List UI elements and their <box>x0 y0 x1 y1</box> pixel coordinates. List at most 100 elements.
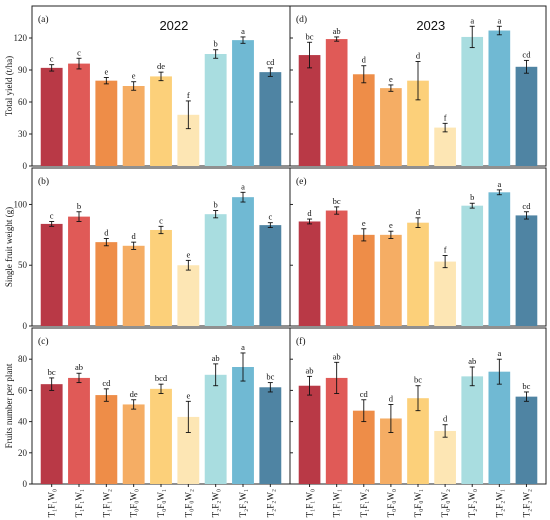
bar <box>40 384 63 484</box>
significance-letter: a <box>241 181 245 191</box>
bar <box>352 234 375 326</box>
panel-label: (a) <box>38 14 49 25</box>
x-tick-label: T₂F₂W₀ <box>467 489 477 517</box>
x-tick-label: T₁F₁W₀ <box>305 489 315 517</box>
panel-label: (e) <box>296 176 307 187</box>
significance-letter: c <box>77 47 81 57</box>
significance-letter: f <box>444 245 447 255</box>
bar <box>298 55 321 166</box>
bar <box>177 265 200 326</box>
significance-letter: c <box>268 212 272 222</box>
significance-letter: d <box>416 207 421 217</box>
significance-letter: c <box>159 215 163 225</box>
significance-letter: d <box>307 208 312 218</box>
significance-letter: ab <box>468 356 476 366</box>
significance-letter: e <box>104 66 108 76</box>
bar <box>515 396 538 484</box>
significance-letter: e <box>389 74 393 84</box>
significance-letter: cd <box>360 389 369 399</box>
significance-letter: cd <box>266 57 275 67</box>
bar <box>325 39 348 166</box>
x-tick-label: T₂F₂W₁ <box>494 489 504 517</box>
significance-letter: c <box>50 54 54 64</box>
bar <box>204 374 227 484</box>
bar <box>95 395 118 484</box>
x-tick-label: T₀F₀W₀ <box>129 489 139 517</box>
significance-letter: f <box>444 112 447 122</box>
significance-letter: d <box>443 414 448 424</box>
bar <box>259 225 282 326</box>
y-tick-label: 60 <box>18 97 28 107</box>
panel-label: (b) <box>38 176 49 187</box>
bar <box>150 76 172 166</box>
significance-letter: e <box>389 220 393 230</box>
significance-letter: cd <box>102 378 111 388</box>
bar <box>204 54 227 166</box>
x-tick-label: T₁F₁W₀ <box>47 489 57 517</box>
significance-letter: bc <box>306 31 314 41</box>
significance-letter: bc <box>48 367 56 377</box>
bar <box>259 387 282 484</box>
bar <box>325 210 348 326</box>
bar <box>380 418 402 484</box>
bar <box>204 214 227 326</box>
x-tick-label: T₀F₀W₀ <box>386 489 396 517</box>
bar <box>68 216 90 326</box>
significance-letter: de <box>130 389 138 399</box>
significance-letter: e <box>186 249 190 259</box>
bar <box>515 215 538 326</box>
x-tick-label: T₂F₂W₁ <box>238 489 248 517</box>
significance-letter: b <box>77 201 81 211</box>
significance-letter: bc <box>266 372 274 382</box>
significance-letter: c <box>50 210 54 220</box>
bar <box>95 242 118 326</box>
bar <box>407 398 429 484</box>
x-tick-label: T₁F₁W₁ <box>332 489 342 517</box>
year-label: 2022 <box>159 18 188 33</box>
significance-letter: ab <box>75 362 83 372</box>
y-tick-label: 0 <box>23 161 28 171</box>
panel-label: (c) <box>38 336 49 347</box>
bar <box>259 72 282 166</box>
bar <box>298 385 321 484</box>
y-axis-label: Fruits number per plant <box>4 363 14 448</box>
panel-label: (d) <box>296 14 307 25</box>
significance-letter: bc <box>414 375 422 385</box>
year-label: 2023 <box>416 18 445 33</box>
bar <box>40 67 63 166</box>
significance-letter: d <box>132 231 137 241</box>
panel-f: (f) ab T₁F₁W₀ ab T₁F₁W₁ cd T₁F₁W₂ d T₀F₀W₀ bc T₀F₀… <box>289 327 547 517</box>
panel-e: (e) d bc e e d f b a cd <box>289 167 547 327</box>
bar <box>461 36 484 166</box>
bar <box>150 388 172 484</box>
y-tick-label: 40 <box>18 417 28 427</box>
significance-letter: a <box>497 179 501 189</box>
panel-label: (f) <box>296 336 306 347</box>
bar <box>232 367 254 484</box>
significance-letter: d <box>389 393 394 403</box>
x-tick-label: T₀F₀W₁ <box>156 489 166 517</box>
bar <box>177 114 200 166</box>
x-tick-label: T₁F₁W₁ <box>74 489 84 517</box>
bar <box>95 80 118 166</box>
bar <box>40 223 63 326</box>
significance-letter: a <box>241 26 245 36</box>
y-tick-label: 30 <box>18 129 28 139</box>
significance-letter: ab <box>306 365 314 375</box>
significance-letter: ab <box>333 26 341 36</box>
significance-letter: e <box>362 218 366 228</box>
significance-letter: bc <box>522 381 530 391</box>
bar <box>461 205 484 326</box>
x-tick-label: T₂F₂W₂ <box>265 489 275 517</box>
significance-letter: d <box>416 50 421 60</box>
bar <box>380 234 402 326</box>
x-tick-label: T₁F₁W₂ <box>101 489 111 517</box>
bar <box>434 261 456 326</box>
y-tick-label: 120 <box>14 33 28 43</box>
significance-letter: cd <box>522 49 531 59</box>
y-tick-label: 50 <box>18 260 28 270</box>
bar <box>298 221 321 326</box>
bar <box>434 430 456 484</box>
